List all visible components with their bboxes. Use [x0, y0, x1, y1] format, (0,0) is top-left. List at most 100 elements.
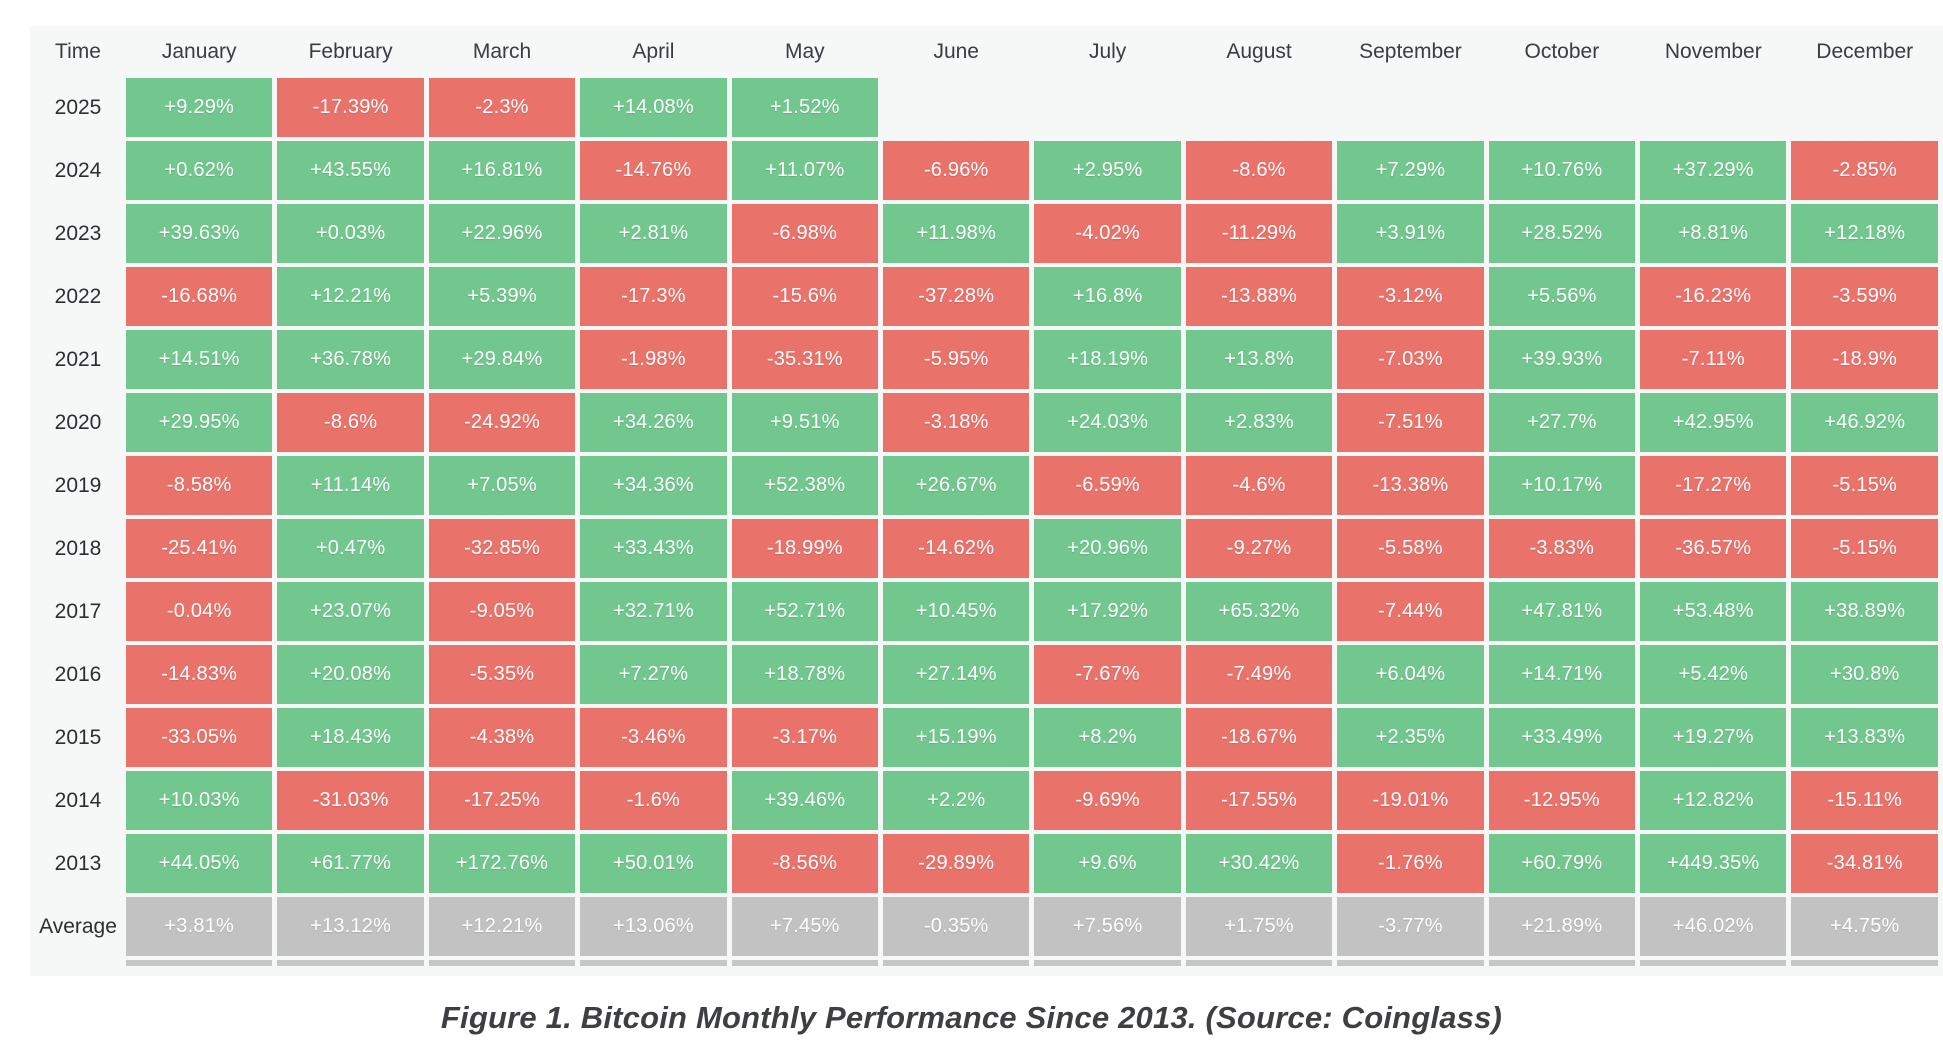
heatmap-cell-2014-september: -19.01% — [1337, 771, 1484, 830]
table-row-2023: 2023 +39.63% +0.03% +22.96% +2.81% -6.98% +11.… — [35, 204, 1938, 263]
row-label-2025: 2025 — [54, 95, 102, 119]
heatmap-cell-2025-december — [1791, 78, 1938, 137]
truncated-next-row — [35, 960, 1938, 966]
heatmap-cell-2019-may: +52.38% — [731, 456, 879, 515]
heatmap-cell-2023-october: +28.52% — [1488, 204, 1636, 263]
heatmap-cell-2014-june: +2.2% — [883, 771, 1030, 830]
truncated-row-cell — [1185, 960, 1333, 966]
heatmap-cell-2015-december: +13.83% — [1791, 708, 1938, 767]
heatmap-cell-2020-february: -8.6% — [277, 393, 424, 452]
truncated-row-cell — [1488, 960, 1636, 966]
heatmap-cell-2025-april: +14.08% — [580, 78, 727, 137]
row-label-2020: 2020 — [54, 410, 102, 434]
heatmap-cell-2015-may: -3.17% — [731, 708, 879, 767]
heatmap-cell-2021-june: -5.95% — [883, 330, 1030, 389]
heatmap-cell-2017-december: +38.89% — [1791, 582, 1938, 641]
heatmap-cell-2020-november: +42.95% — [1640, 393, 1787, 452]
table-body: 2025 +9.29% -17.39% -2.3% +14.08% +1.52% 2024 +… — [35, 78, 1938, 966]
heatmap-cell-2019-february: +11.14% — [277, 456, 424, 515]
heatmap-cell-2016-march: -5.35% — [428, 645, 576, 704]
heatmap-cell-2017-january: -0.04% — [126, 582, 273, 641]
heatmap-cell-2025-august — [1186, 78, 1332, 137]
heatmap-cell-2022-september: -3.12% — [1337, 267, 1484, 326]
heatmap-cell-average-december: +4.75% — [1791, 897, 1938, 956]
heatmap-cell-2022-august: -13.88% — [1185, 267, 1333, 326]
heatmap-cell-2021-march: +29.84% — [428, 330, 576, 389]
heatmap-cell-2022-march: +5.39% — [428, 267, 576, 326]
heatmap-cell-2018-april: +33.43% — [580, 519, 727, 578]
heatmap-cell-2021-september: -7.03% — [1337, 330, 1484, 389]
heatmap-cell-2021-april: -1.98% — [580, 330, 727, 389]
heatmap-cell-2022-july: +16.8% — [1034, 267, 1181, 326]
heatmap-cell-2016-february: +20.08% — [277, 645, 424, 704]
heatmap-cell-2016-december: +30.8% — [1791, 645, 1938, 704]
heatmap-cell-2025-february: -17.39% — [277, 78, 424, 137]
month-header-march: March — [472, 40, 532, 63]
heatmap-cell-2022-november: -16.23% — [1640, 267, 1787, 326]
month-header-october: October — [1524, 40, 1600, 63]
row-label-average: Average — [39, 914, 117, 938]
month-header-june: June — [933, 40, 979, 63]
heatmap-cell-2019-november: -17.27% — [1640, 456, 1787, 515]
heatmap-cell-2017-november: +53.48% — [1640, 582, 1787, 641]
heatmap-cell-2024-march: +16.81% — [428, 141, 576, 200]
heatmap-cell-2015-november: +19.27% — [1640, 708, 1787, 767]
heatmap-cell-2024-november: +37.29% — [1640, 141, 1787, 200]
heatmap-cell-2020-october: +27.7% — [1488, 393, 1636, 452]
row-label-2019: 2019 — [54, 473, 102, 497]
heatmap-cell-2017-may: +52.71% — [731, 582, 879, 641]
row-label-2022: 2022 — [54, 284, 102, 308]
heatmap-cell-2013-october: +60.79% — [1488, 834, 1636, 893]
heatmap-cell-2018-january: -25.41% — [126, 519, 273, 578]
table-row-2021: 2021 +14.51% +36.78% +29.84% -1.98% -35.31% -5… — [35, 330, 1938, 389]
heatmap-cell-2023-april: +2.81% — [580, 204, 727, 263]
heatmap-cell-average-march: +12.21% — [428, 897, 576, 956]
heatmap-cell-2021-october: +39.93% — [1488, 330, 1636, 389]
heatmap-cell-2022-may: -15.6% — [731, 267, 879, 326]
table-row-2018: 2018 -25.41% +0.47% -32.85% +33.43% -18.99% -1… — [35, 519, 1938, 578]
heatmap-cell-2014-may: +39.46% — [731, 771, 879, 830]
heatmap-cell-2016-may: +18.78% — [731, 645, 879, 704]
heatmap-cell-2017-october: +47.81% — [1488, 582, 1636, 641]
heatmap-cell-2015-february: +18.43% — [277, 708, 424, 767]
heatmap-cell-average-january: +3.81% — [126, 897, 273, 956]
heatmap-cell-2021-february: +36.78% — [277, 330, 424, 389]
heatmap-cell-2017-august: +65.32% — [1185, 582, 1333, 641]
heatmap-cell-2020-april: +34.26% — [580, 393, 727, 452]
heatmap-cell-average-november: +46.02% — [1640, 897, 1787, 956]
heatmap-cell-2020-september: -7.51% — [1337, 393, 1484, 452]
heatmap-cell-2013-march: +172.76% — [428, 834, 576, 893]
heatmap-cell-2014-october: -12.95% — [1488, 771, 1636, 830]
truncated-row-cell — [1640, 960, 1787, 966]
heatmap-cell-2015-september: +2.35% — [1337, 708, 1484, 767]
row-label-2023: 2023 — [54, 221, 102, 245]
heatmap-cell-2014-july: -9.69% — [1034, 771, 1181, 830]
heatmap-cell-2023-may: -6.98% — [731, 204, 879, 263]
heatmap-cell-2020-may: +9.51% — [731, 393, 879, 452]
heatmap-cell-average-may: +7.45% — [731, 897, 879, 956]
heatmap-cell-2025-july — [1034, 78, 1180, 137]
heatmap-cell-2024-june: -6.96% — [883, 141, 1030, 200]
heatmap-cell-2022-june: -37.28% — [883, 267, 1030, 326]
heatmap-cell-2017-july: +17.92% — [1034, 582, 1181, 641]
month-header-may: May — [784, 40, 825, 63]
heatmap-cell-2024-july: +2.95% — [1034, 141, 1181, 200]
table-row-2020: 2020 +29.95% -8.6% -24.92% +34.26% +9.51% -3.1… — [35, 393, 1938, 452]
heatmap-cell-2017-april: +32.71% — [580, 582, 727, 641]
heatmap-cell-2021-november: -7.11% — [1640, 330, 1787, 389]
heatmap-cell-2015-january: -33.05% — [126, 708, 273, 767]
heatmap-cell-2016-june: +27.14% — [883, 645, 1030, 704]
heatmap-cell-2014-april: -1.6% — [580, 771, 727, 830]
heatmap-cell-2016-october: +14.71% — [1488, 645, 1636, 704]
heatmap-cell-2022-october: +5.56% — [1488, 267, 1636, 326]
performance-heatmap-panel: Time January February March April May June July… — [30, 26, 1943, 976]
heatmap-cell-2013-april: +50.01% — [580, 834, 727, 893]
heatmap-cell-2015-march: -4.38% — [428, 708, 576, 767]
truncated-row-cell — [580, 960, 727, 966]
table-row-2015: 2015 -33.05% +18.43% -4.38% -3.46% -3.17% +15.… — [35, 708, 1938, 767]
heatmap-cell-2024-february: +43.55% — [277, 141, 424, 200]
heatmap-cell-2014-december: -15.11% — [1791, 771, 1938, 830]
heatmap-cell-average-october: +21.89% — [1488, 897, 1636, 956]
figure-caption: Figure 1. Bitcoin Monthly Performance Si… — [440, 1000, 1503, 1035]
heatmap-cell-average-june: -0.35% — [883, 897, 1030, 956]
